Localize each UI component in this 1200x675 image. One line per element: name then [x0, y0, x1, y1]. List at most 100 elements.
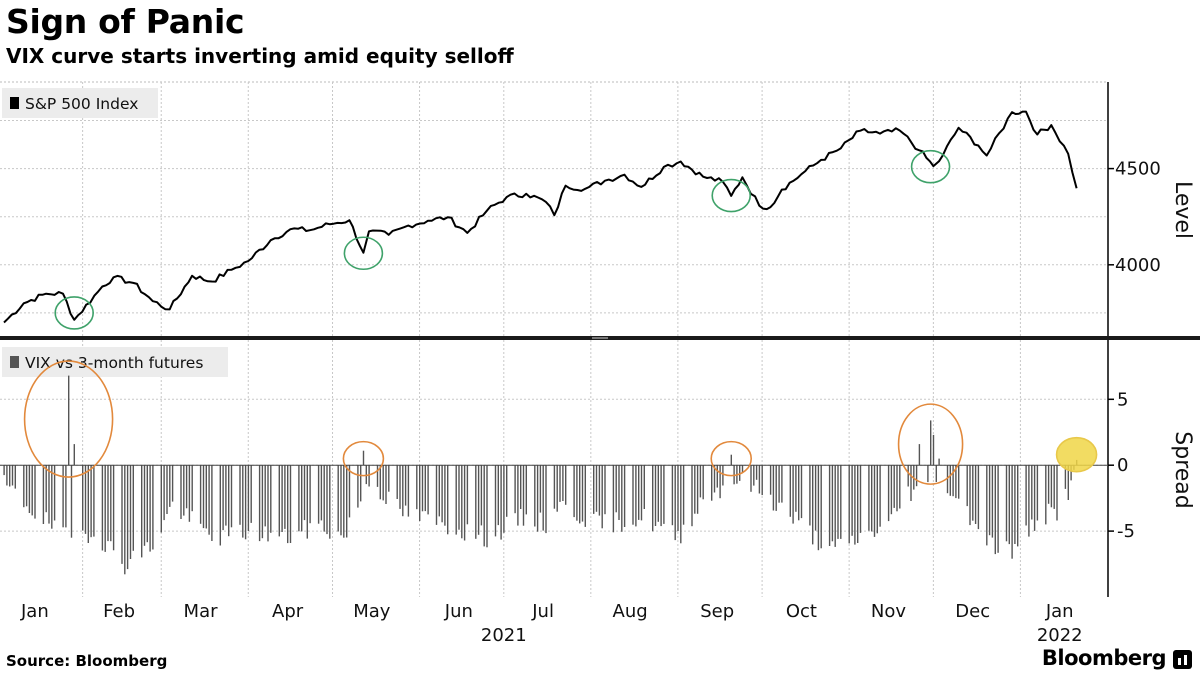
vix-bar: [506, 465, 508, 517]
panel-divider-handle: [592, 337, 608, 339]
vix-bar: [141, 465, 143, 558]
vix-bar: [407, 465, 410, 517]
x-tick-label: Jun: [444, 601, 473, 622]
vix-bar: [581, 465, 584, 522]
vix-bar: [910, 465, 912, 501]
vix-bar: [876, 465, 878, 534]
sp500-series-line: [3, 110, 1078, 324]
x-tick-label: May: [353, 601, 391, 622]
vix-bar: [323, 465, 325, 532]
vix-bar: [974, 465, 977, 524]
vix-bar: [368, 465, 370, 487]
vix-bar: [682, 465, 685, 525]
vix-bar: [576, 465, 578, 521]
vix-bar: [239, 465, 241, 525]
vix-bar: [14, 465, 16, 489]
vix-bar: [362, 450, 365, 466]
vix-bar: [129, 465, 132, 559]
vix-bar: [309, 465, 311, 524]
vix-bar: [896, 465, 898, 512]
vix-bar: [475, 465, 477, 539]
x-tick-label: Jan: [1045, 601, 1074, 622]
vix-bar: [579, 465, 581, 524]
vix-bar: [809, 465, 811, 526]
vix-bar: [70, 465, 73, 538]
vix-bar: [126, 465, 129, 570]
vix-bar: [222, 465, 224, 531]
vix-bar: [1064, 465, 1067, 489]
vix-axis-title: Spread: [1170, 431, 1195, 508]
vix-bar: [713, 465, 716, 493]
vix-bar: [396, 465, 398, 499]
vix-bar: [654, 465, 657, 526]
vix-bar: [988, 465, 991, 536]
vix-bar: [107, 465, 109, 542]
vix-bar: [517, 465, 519, 526]
vix-bar: [778, 465, 780, 503]
vix-bar: [9, 465, 11, 487]
vix-bar: [458, 465, 460, 530]
sp500-highlight-circle: [54, 296, 94, 330]
vix-highlight-circle: [23, 360, 114, 478]
vix-bar: [427, 465, 429, 515]
source-note: Source: Bloomberg: [6, 652, 168, 670]
vix-bar: [663, 465, 665, 524]
vix-bar: [281, 465, 283, 532]
vix-bar: [1011, 465, 1013, 559]
vix-bar: [915, 465, 918, 487]
vix-bars: [3, 375, 1078, 575]
vix-bar: [270, 465, 272, 533]
x-axis: Jan Feb Mar Apr May Jun Jul Aug Sep Oct Nov Dec Jan 2…: [20, 601, 1083, 646]
vix-bar: [402, 465, 404, 517]
vix-highlight-circle: [342, 440, 385, 477]
vix-bar: [800, 465, 803, 519]
vix-bar: [132, 465, 134, 551]
vix-bar: [25, 465, 28, 507]
vix-bar: [755, 465, 758, 480]
vix-bar: [87, 465, 89, 543]
vix-bar: [918, 444, 921, 466]
vix-bar: [711, 465, 713, 501]
vix-bar: [163, 465, 165, 521]
vix-bar: [520, 465, 522, 509]
vix-bar: [632, 465, 634, 525]
vix-bar: [775, 465, 777, 511]
vix-bar: [48, 465, 50, 524]
vix-bar: [360, 465, 362, 502]
vix-bar: [225, 465, 227, 526]
vix-bar: [553, 465, 556, 509]
vix-bar: [444, 465, 446, 526]
vix-bar: [795, 465, 797, 512]
vix-bar: [753, 465, 755, 486]
vix-bar: [1047, 465, 1050, 504]
vix-bar: [306, 465, 308, 539]
vix-bar: [702, 465, 704, 500]
vix-bar: [284, 465, 286, 529]
vix-bar: [267, 465, 269, 542]
x-year-label: 2021: [481, 625, 527, 646]
vix-bar: [812, 465, 814, 545]
sp500-axis-title: Level: [1170, 181, 1195, 239]
vix-bar: [435, 465, 438, 525]
vix-bar: [635, 465, 637, 527]
chart-title: Sign of Panic: [6, 2, 245, 41]
vix-bar: [65, 465, 67, 528]
vix-bar: [447, 465, 449, 535]
vix-bar: [887, 465, 890, 522]
vix-bar: [623, 465, 626, 527]
vix-bar: [477, 465, 480, 535]
vix-bar: [837, 465, 839, 539]
vix-bar: [301, 465, 303, 532]
vix-bar: [873, 465, 876, 537]
vix-bar: [584, 465, 586, 527]
vix-bar: [28, 465, 31, 513]
vix-bar: [388, 465, 390, 492]
vix-bar: [185, 465, 188, 509]
vix-bar: [893, 465, 895, 508]
vix-bar: [652, 465, 654, 532]
vix-y-ticks: -5 0 5: [1108, 389, 1135, 542]
vix-highlight-circle: [1055, 436, 1098, 473]
vix-bar: [562, 465, 564, 501]
vix-bar: [834, 465, 836, 547]
vix-bar: [890, 465, 893, 515]
